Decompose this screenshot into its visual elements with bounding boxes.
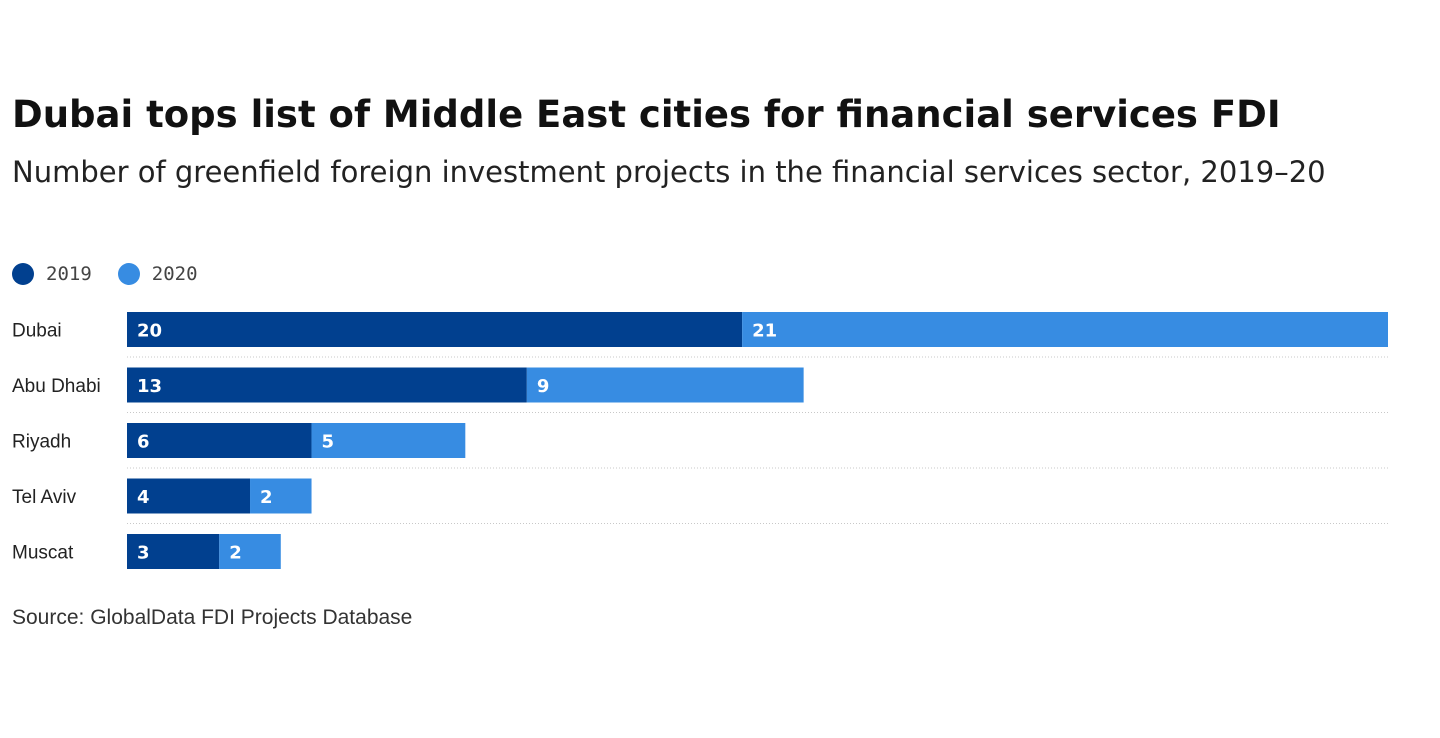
data-label-tel-aviv-2019: 4 [137,487,150,508]
data-label-muscat-2019: 3 [137,543,150,564]
data-label-dubai-2020: 21 [752,321,777,342]
legend-swatch-2020 [117,263,140,285]
bar-dubai-2020 [742,312,1388,347]
chart-title: Dubai tops list of Middle East cities fo… [12,93,1281,136]
bar-abu-dhabi-2020 [526,367,804,403]
data-label-abu-dhabi-2020: 9 [537,376,550,397]
bar-abu-dhabi-2019 [127,367,527,403]
category-label-abu-dhabi: Abu Dhabi [12,376,101,397]
chart-subtitle: Number of greenfield foreign investment … [12,155,1326,189]
legend-item-2020: 2020 [117,263,198,285]
legend-label-2020: 2020 [151,263,198,285]
source-note: Source: GlobalData FDI Projects Database [12,606,413,629]
legend-item-2019: 2019 [12,263,92,285]
category-label-dubai: Dubai [12,321,62,342]
data-label-riyadh-2019: 6 [137,432,150,453]
category-label-riyadh: Riyadh [12,432,71,453]
bar-tel-aviv-2020 [250,478,312,514]
data-label-muscat-2020: 2 [229,543,242,564]
bar-tel-aviv-2019 [127,478,251,514]
data-label-tel-aviv-2020: 2 [260,487,273,508]
data-label-dubai-2019: 20 [137,321,162,342]
legend-label-2019: 2019 [46,263,92,285]
bar-dubai-2019 [127,312,743,347]
bar-chart: Dubai 20 21 Abu Dhabi 13 9 Riyadh 6 5 Tel Aviv 4 2 M… [12,312,1388,569]
bar-riyadh-2019 [127,423,312,458]
category-label-muscat: Muscat [12,543,74,564]
bar-muscat-2019 [127,534,220,569]
bar-muscat-2020 [219,534,281,569]
legend: 2019 2020 [12,260,224,288]
data-label-abu-dhabi-2019: 13 [137,376,162,397]
category-label-tel-aviv: Tel Aviv [12,487,77,508]
data-label-riyadh-2020: 5 [322,432,335,453]
bar-riyadh-2020 [311,423,466,458]
legend-swatch-2019 [12,263,34,285]
